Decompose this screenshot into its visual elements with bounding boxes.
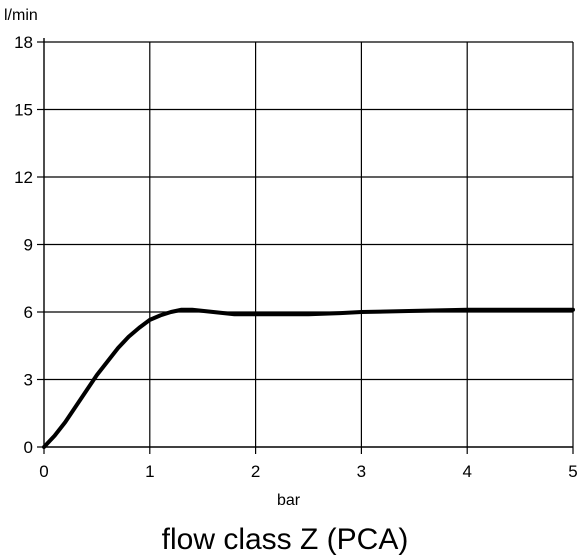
- x-axis-label: bar: [277, 492, 301, 509]
- y-tick-label: 3: [24, 371, 33, 390]
- y-tick-label: 0: [24, 438, 33, 457]
- y-axis-label: l/min: [4, 7, 38, 24]
- y-tick-label: 15: [14, 101, 33, 120]
- x-tick-label: 0: [39, 462, 48, 481]
- y-tick-label: 12: [14, 168, 33, 187]
- x-tick-label: 4: [462, 462, 471, 481]
- axes: [37, 38, 574, 454]
- y-tick-label: 6: [24, 303, 33, 322]
- chart-title: flow class Z (PCA): [162, 523, 409, 556]
- x-tick-label: 1: [145, 462, 154, 481]
- x-tick-label: 3: [357, 462, 366, 481]
- series-layer: [42, 307, 575, 449]
- y-tick-label: 18: [14, 33, 33, 52]
- flow-curve-line: [42, 307, 575, 449]
- x-tick-label: 2: [251, 462, 260, 481]
- y-tick-label: 9: [24, 236, 33, 255]
- x-tick-label: 5: [568, 462, 577, 481]
- grid: [44, 41, 574, 447]
